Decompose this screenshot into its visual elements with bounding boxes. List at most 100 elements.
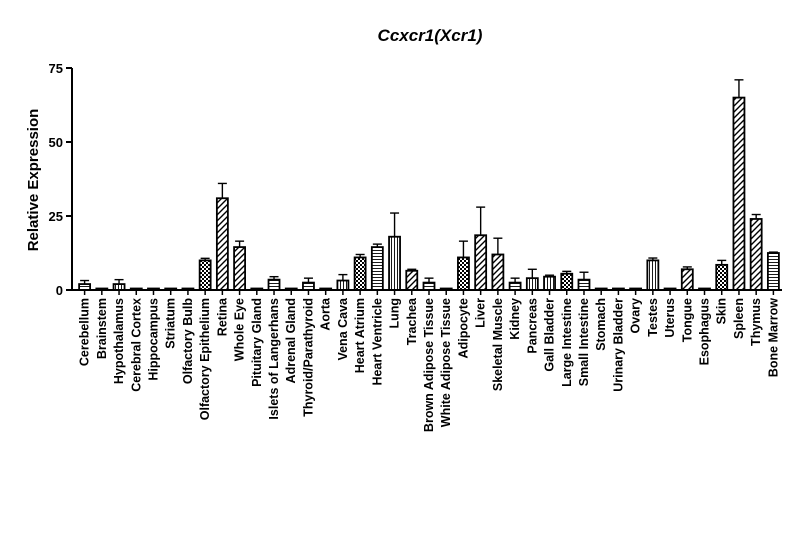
bar <box>560 272 574 291</box>
y-axis-label: Relative Expression <box>25 109 42 252</box>
x-tick-label: Adipocyte <box>456 298 470 358</box>
error-bar <box>579 271 589 280</box>
x-tick-label: Pancreas <box>525 298 539 354</box>
bar <box>422 281 436 291</box>
error-bar <box>768 251 778 253</box>
chart-title: Ccxcr1(Xcr1) <box>378 26 483 45</box>
error-bar <box>235 240 245 248</box>
bar <box>370 246 384 291</box>
error-bar <box>751 213 761 219</box>
x-tick-label: Trachea <box>405 297 419 345</box>
x-tick-label: Skin <box>715 298 729 324</box>
x-tick-labels-group: Cerebellum Brainstem Hypothalamus Cerebral … <box>78 290 780 432</box>
error-bar <box>200 257 210 261</box>
bar <box>319 287 333 291</box>
x-tick-label: Gall Bladder <box>543 298 557 372</box>
bar <box>491 253 505 291</box>
x-tick-label: Pituitary Gland <box>250 298 264 387</box>
error-bar <box>390 212 400 237</box>
x-tick-label: Large Intestine <box>560 298 574 387</box>
bar <box>698 287 711 291</box>
bar <box>353 256 367 291</box>
x-tick-label: Urinary Bladder <box>611 298 625 392</box>
error-bar <box>527 268 537 279</box>
bar <box>164 287 178 291</box>
y-tick-label: 75 <box>49 61 63 76</box>
x-tick-label: Brown Adipose Tissue <box>422 298 436 432</box>
x-tick-label: Aorta <box>319 297 333 331</box>
error-bar <box>717 259 727 265</box>
error-bar <box>493 237 503 255</box>
bar <box>680 268 694 291</box>
bar <box>457 256 470 291</box>
bars-group <box>78 96 780 291</box>
bar <box>405 269 419 291</box>
bar <box>112 283 126 291</box>
bar <box>336 279 350 291</box>
error-bar <box>562 270 572 274</box>
x-tick-label: Islets of Langerhans <box>267 298 281 420</box>
bar <box>198 259 212 291</box>
bar <box>715 263 729 291</box>
bar <box>543 275 556 291</box>
y-tick-label: 25 <box>49 209 63 224</box>
x-tick-label: Lung <box>388 298 402 329</box>
error-bar <box>372 243 382 248</box>
error-bar <box>510 277 520 283</box>
bar <box>267 278 281 291</box>
y-tick-label: 50 <box>49 135 63 150</box>
x-tick-label: Cerebral Cortex <box>129 298 143 392</box>
error-bar <box>114 278 124 285</box>
bar <box>732 96 746 291</box>
bar <box>646 259 660 291</box>
x-tick-label: Hypothalamus <box>112 298 126 384</box>
x-tick-label: White Adipose Tissue <box>439 298 453 427</box>
x-tick-label: Retina <box>215 297 229 336</box>
error-bar <box>80 279 90 285</box>
bar <box>439 287 453 291</box>
bar <box>525 277 539 291</box>
bar <box>629 287 643 291</box>
error-bars-group <box>80 79 778 285</box>
x-tick-label: Adrenal Gland <box>284 298 298 383</box>
bar <box>181 287 195 291</box>
bar <box>508 281 522 291</box>
y-tick-label: 0 <box>56 283 63 298</box>
error-bar <box>682 266 692 270</box>
x-tick-label: Ovary <box>629 298 643 333</box>
bar <box>388 235 401 291</box>
bar <box>95 287 109 291</box>
bar <box>749 218 763 291</box>
error-bar <box>648 257 658 261</box>
error-bar <box>269 275 279 280</box>
bar <box>215 197 229 291</box>
bar <box>78 283 92 291</box>
bar <box>250 287 264 291</box>
x-tick-label: Thymus <box>749 298 763 346</box>
x-tick-label: Liver <box>474 298 488 328</box>
error-bar <box>407 268 417 271</box>
bar <box>474 234 488 291</box>
x-tick-label: Spleen <box>732 298 746 339</box>
bar <box>147 287 160 291</box>
bar <box>284 287 298 291</box>
x-tick-label: Whole Eye <box>233 298 247 361</box>
bar <box>233 246 246 291</box>
x-tick-label: Kidney <box>508 298 522 340</box>
error-bar <box>458 240 468 258</box>
error-bar <box>338 273 348 281</box>
x-tick-label: Testes <box>646 298 660 337</box>
error-bar <box>424 277 434 283</box>
bar <box>612 287 625 291</box>
error-bar <box>734 79 744 98</box>
axes <box>71 68 782 291</box>
x-tick-label: Brainstem <box>95 298 109 359</box>
error-bar <box>476 206 486 236</box>
x-tick-label: Esophagus <box>698 298 712 365</box>
x-tick-label: Small Intestine <box>577 298 591 386</box>
x-tick-label: Vena Cava <box>336 297 350 361</box>
error-bar <box>217 182 227 199</box>
x-tick-label: Striatum <box>164 298 178 349</box>
x-tick-label: Skeletal Muscle <box>491 298 505 391</box>
